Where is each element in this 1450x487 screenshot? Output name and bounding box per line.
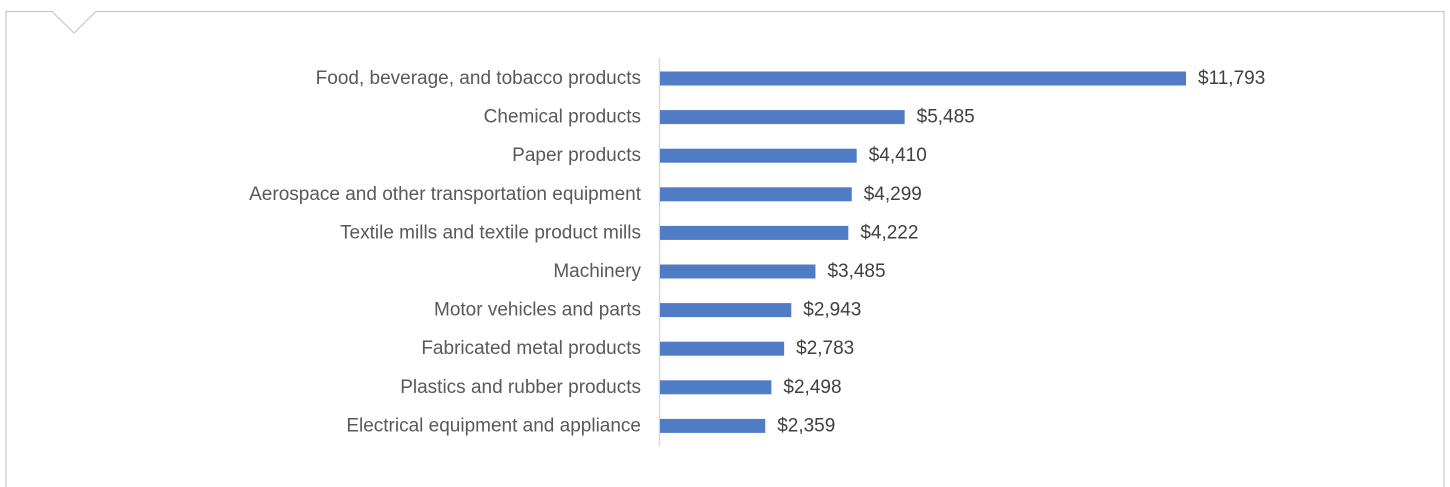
data-label: $3,485 [827,261,885,282]
category-label: Aerospace and other transportation equip… [249,184,642,205]
category-label: Machinery [553,261,641,282]
value-labels: $11,793 $5,485 $4,410 $4,299 $4,222 $3,485 $2,… [777,68,1265,436]
bars [660,71,1186,433]
bar[interactable] [660,225,849,240]
bar[interactable] [660,303,792,318]
data-label: $5,485 [917,107,975,128]
category-label: Food, beverage, and tobacco products [316,68,641,89]
tooltip-frame [5,10,1445,487]
category-label: Chemical products [484,107,641,128]
category-label: Plastics and rubber products [400,377,641,398]
data-label: $4,299 [864,184,922,205]
data-label: $2,498 [783,377,841,398]
category-label: Fabricated metal products [421,338,641,359]
data-label: $4,410 [869,145,927,166]
bar-chart: Food, beverage, and tobacco products Chem… [249,58,1265,446]
data-label: $4,222 [860,222,918,243]
category-label: Textile mills and textile product mills [340,222,641,243]
category-label: Paper products [512,145,641,166]
bar[interactable] [660,148,857,163]
data-label: $2,783 [796,338,854,359]
category-labels: Food, beverage, and tobacco products Chem… [249,68,642,436]
bar[interactable] [660,341,785,356]
category-label: Electrical equipment and appliance [346,415,641,436]
bar[interactable] [660,187,852,202]
data-label: $2,359 [777,415,835,436]
data-label: $2,943 [803,300,861,321]
bar[interactable] [660,71,1186,86]
bar[interactable] [660,264,816,279]
data-label: $11,793 [1198,68,1265,89]
bar[interactable] [660,418,766,433]
category-label: Motor vehicles and parts [434,300,641,321]
bar[interactable] [660,110,905,125]
bar[interactable] [660,380,772,395]
